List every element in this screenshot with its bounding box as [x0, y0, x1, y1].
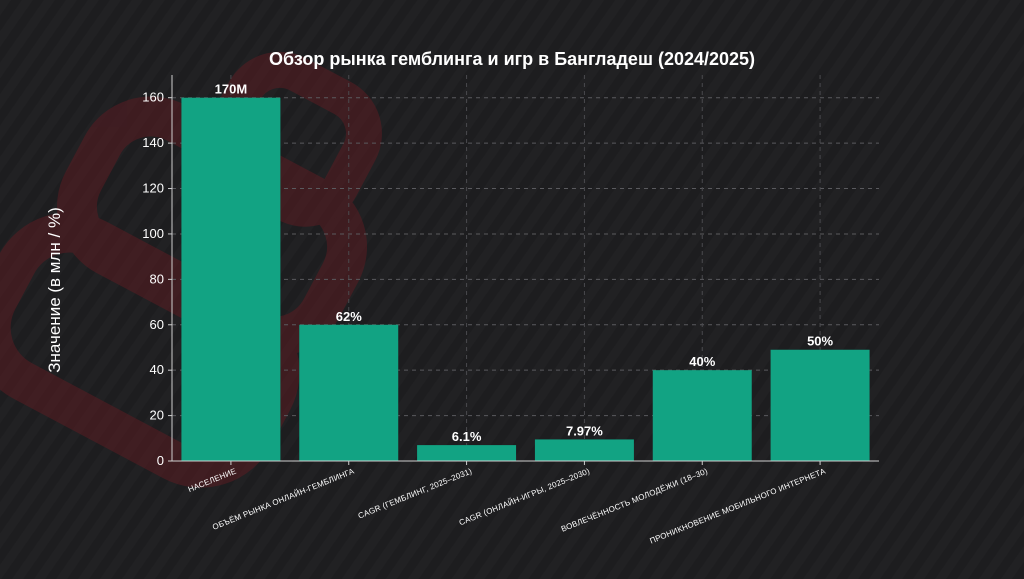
bar-1	[181, 97, 281, 462]
y-axis-label: Значение (в млн / %)	[45, 207, 64, 372]
y-tick-label: 60	[150, 317, 164, 332]
y-tick-label: 160	[142, 90, 164, 105]
data-label: 40%	[689, 354, 715, 369]
y-tick-label: 80	[150, 271, 164, 286]
y-tick-label: 40	[150, 362, 164, 377]
data-label: 62%	[336, 309, 362, 324]
bar-2	[299, 324, 399, 461]
data-label: 170M	[215, 82, 248, 97]
y-tick-label: 20	[150, 408, 164, 423]
y-tick-label: 140	[142, 135, 164, 150]
x-tick-label: CAGR (ОНЛАЙН-ИГРЫ, 2025–2030)	[458, 466, 592, 527]
bar-3	[417, 445, 517, 461]
y-tick-label: 100	[142, 226, 164, 241]
bars: 170M 62% 6.1% 7.97% 40% 50%	[181, 82, 870, 462]
y-tick-label: 120	[142, 181, 164, 196]
x-tick-label: CAGR (ГЕМБЛИНГ, 2025–2031)	[357, 466, 474, 520]
data-label: 7.97%	[566, 423, 603, 438]
bar-4	[534, 439, 634, 461]
y-tick-label: 0	[157, 453, 164, 468]
bar-5	[652, 370, 752, 461]
chart-title: Обзор рынка гемблинга и игр в Бангладеш …	[269, 49, 755, 69]
data-label: 50%	[807, 334, 833, 349]
x-tick-label: НАСЕЛЕНИЕ	[187, 467, 238, 495]
bar-6	[770, 349, 870, 461]
data-label: 6.1%	[452, 429, 482, 444]
